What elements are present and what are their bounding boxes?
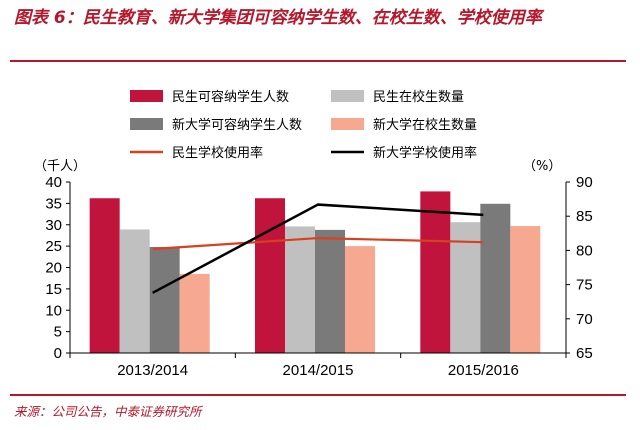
source-note: 来源：公司公告，中泰证券研究所 (14, 404, 202, 419)
category-label: 2014/2015 (283, 362, 354, 379)
chart-title: 图表 6：民生教育、新大学集团可容纳学生数、在校生数、学校使用率 (14, 8, 542, 28)
left-tick-label: 20 (45, 260, 62, 277)
legend-swatch (130, 118, 163, 130)
right-tick-label: 70 (576, 311, 593, 328)
left-tick-label: 0 (54, 345, 62, 362)
category-label: 2013/2014 (117, 362, 188, 379)
axes (69, 182, 567, 358)
bar-2-2014/2015 (285, 226, 315, 353)
legend-label: 民生可容纳学生人数 (172, 89, 289, 105)
left-tick-label: 15 (45, 281, 62, 298)
left-axis: 0 5 10 15 20 25 30 35 40 (45, 174, 70, 362)
left-tick-label: 5 (54, 324, 62, 341)
left-tick-label: 35 (45, 195, 62, 212)
category-label: 2015/2016 (448, 362, 519, 379)
bar-4-2015/2016 (510, 226, 541, 353)
bar-3-2013/2014 (149, 246, 180, 353)
left-axis-unit: （千人） (34, 159, 86, 174)
bar-1-2015/2016 (420, 191, 451, 353)
right-tick-label: 80 (576, 242, 593, 259)
left-tick-label: 25 (45, 238, 62, 255)
bar-4-2013/2014 (179, 273, 210, 353)
left-tick-label: 40 (45, 174, 62, 191)
legend-label: 新大学可容纳学生人数 (172, 117, 302, 133)
legend-label: 新大学在校生数量 (373, 117, 477, 133)
category-labels: 2013/2014 2014/2015 2015/2016 (117, 362, 519, 379)
left-tick-label: 30 (45, 217, 62, 234)
bar-2-2015/2016 (450, 222, 481, 353)
bar-2-2013/2014 (119, 229, 150, 353)
bar-1-2013/2014 (89, 198, 120, 353)
legend-label: 新大学学校使用率 (373, 145, 477, 161)
bar-1-2014/2015 (255, 198, 285, 353)
legend-swatch (331, 90, 364, 102)
right-axis: 65 70 75 80 85 90 (566, 174, 593, 362)
legend-label: 民生在校生数量 (373, 89, 464, 105)
footer-rule (10, 394, 626, 396)
title-rule (10, 60, 626, 62)
right-tick-label: 65 (576, 345, 593, 362)
bar-3-2014/2015 (315, 229, 345, 353)
bar-series (89, 191, 541, 353)
bar-3-2015/2016 (480, 203, 511, 353)
right-axis-unit: （%） (523, 159, 561, 174)
legend-swatch (130, 90, 163, 102)
left-tick-label: 10 (45, 302, 62, 319)
right-tick-label: 75 (576, 277, 593, 294)
line-series (152, 203, 484, 294)
legend-swatch (331, 118, 364, 130)
right-tick-label: 90 (576, 174, 593, 191)
right-tick-label: 85 (576, 208, 593, 225)
bar-4-2014/2015 (345, 246, 375, 353)
legend-label: 民生学校使用率 (172, 145, 263, 161)
